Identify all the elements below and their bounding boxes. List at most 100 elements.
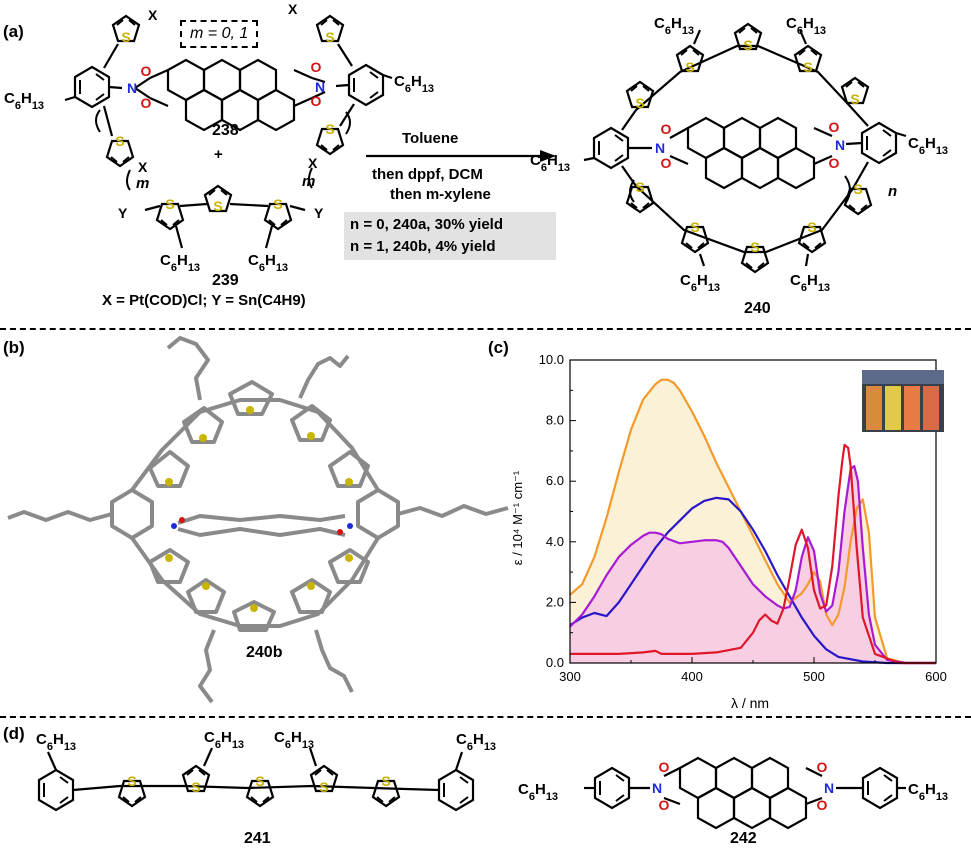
svg-text:O: O [829, 119, 840, 135]
x-tick-label-3: 600 [925, 669, 947, 684]
yield-box: n = 0, 240a, 30% yield n = 1, 240b, 4% y… [344, 212, 556, 260]
structure-239 [144, 184, 306, 249]
svg-text:C6H13: C6H13 [790, 272, 830, 294]
label-242: 242 [730, 830, 757, 847]
y-tick-label-3: 6.0 [546, 473, 564, 488]
series-line-3 [570, 443, 936, 665]
svg-text:N: N [652, 780, 662, 796]
y-tick-label-2: 4.0 [546, 534, 564, 549]
svg-text:S: S [273, 196, 282, 212]
svg-text:X: X [138, 159, 148, 175]
svg-text:S: S [127, 773, 136, 789]
condition-xylene: then m-xylene [390, 186, 491, 203]
svg-text:S: S [807, 219, 816, 235]
svg-text:X: X [288, 1, 298, 17]
svg-text:N: N [655, 140, 665, 156]
svg-text:C6H13: C6H13 [908, 781, 948, 803]
svg-text:S: S [325, 29, 334, 45]
divider-1 [0, 328, 971, 330]
svg-text:S: S [635, 179, 644, 195]
svg-text:S: S [325, 121, 334, 137]
label-240: 240 [744, 300, 771, 317]
svg-text:S: S [685, 59, 694, 75]
svg-text:S: S [853, 181, 862, 197]
yield-240a: n = 0, 240a, 30% yield [350, 216, 504, 233]
condition-dppf: then dppf, DCM [372, 166, 483, 183]
svg-text:C6H13: C6H13 [654, 15, 694, 37]
svg-text:C6H13: C6H13 [160, 252, 200, 274]
svg-text:N: N [315, 79, 325, 95]
svg-text:O: O [817, 759, 828, 775]
series-line-0 [569, 378, 936, 665]
series-line-2 [569, 464, 936, 665]
svg-text:S: S [803, 59, 812, 75]
svg-text:C6H13: C6H13 [204, 729, 244, 751]
svg-text:O: O [659, 797, 670, 813]
svg-text:X: X [308, 155, 318, 171]
svg-text:S: S [213, 198, 222, 214]
svg-text:S: S [750, 239, 759, 255]
structure-241: S S S S S C6H13 C6H13 C6H13 C6H13 [36, 729, 496, 812]
svg-text:O: O [311, 93, 322, 109]
structure-240 [583, 22, 907, 274]
svg-text:C6H13: C6H13 [456, 731, 496, 753]
svg-text:S: S [850, 91, 859, 107]
svg-text:O: O [661, 121, 672, 137]
svg-text:n: n [888, 183, 897, 200]
svg-text:S: S [255, 773, 264, 789]
y-tick-label-1: 2.0 [546, 594, 564, 609]
svg-text:O: O [141, 63, 152, 79]
scheme-a: S S S S S S S S S S S S S S S S S N N O … [4, 1, 948, 294]
svg-text:C6H13: C6H13 [908, 135, 948, 157]
svg-text:m: m [136, 175, 149, 192]
m-n-subscripts: m m n [136, 173, 897, 200]
svg-text:C6H13: C6H13 [4, 90, 44, 112]
svg-text:C6H13: C6H13 [274, 729, 314, 751]
panel-label-b: (b) [3, 338, 25, 357]
svg-text:C6H13: C6H13 [248, 252, 288, 274]
svg-text:O: O [661, 155, 672, 171]
label-238: 238 [212, 122, 239, 139]
x-axis-label: λ / nm [731, 695, 769, 711]
svg-text:O: O [829, 155, 840, 171]
svg-text:Y: Y [314, 205, 324, 221]
vial-photo-inset [862, 370, 944, 432]
hexyl-labels: C6H13 C6H13 C6H13 C6H13 C6H13 C6H13 C6H1… [4, 15, 948, 294]
svg-text:C6H13: C6H13 [530, 152, 570, 174]
x-y-labels: X X X X Y Y [118, 1, 324, 221]
x-tick-label-2: 500 [803, 669, 825, 684]
panel-label-c: (c) [488, 338, 509, 357]
svg-text:S: S [121, 29, 130, 45]
svg-text:O: O [817, 797, 828, 813]
yield-240b: n = 1, 240b, 4% yield [350, 238, 496, 255]
n-o-atoms: N N O O O O N N O O O O [127, 59, 845, 171]
svg-text:S: S [635, 95, 644, 111]
svg-text:S: S [191, 779, 200, 795]
xy-definitions: X = Pt(COD)Cl; Y = Sn(C4H9) [102, 292, 306, 309]
svg-text:m: m [302, 173, 315, 190]
uv-vis-chart: 300 400 500 600 0.0 2.0 4.0 6.0 8.0 10.0 ε / 10⁴ … [510, 352, 947, 711]
panel-label-d: (d) [3, 724, 25, 743]
panel-label-a: (a) [3, 22, 24, 41]
svg-text:O: O [311, 59, 322, 75]
svg-text:N: N [127, 80, 137, 96]
svg-text:S: S [690, 219, 699, 235]
svg-text:O: O [659, 759, 670, 775]
sulfur-atoms: S S S S S S S S S S S S S S S S S [115, 29, 862, 255]
y-axis-label: ε / 10⁴ M⁻¹ cm⁻¹ [510, 470, 525, 565]
structure-238 [64, 14, 393, 191]
x-tick-label-1: 400 [681, 669, 703, 684]
svg-text:C6H13: C6H13 [36, 731, 76, 753]
svg-text:C6H13: C6H13 [394, 73, 434, 95]
svg-text:C6H13: C6H13 [680, 272, 720, 294]
plus-sign: + [214, 146, 223, 163]
y-tick-label-4: 8.0 [546, 413, 564, 428]
label-239: 239 [212, 272, 239, 289]
svg-text:S: S [319, 779, 328, 795]
crystal-structure-240b [7, 336, 509, 704]
label-240b: 240b [246, 644, 283, 661]
svg-text:C6H13: C6H13 [786, 15, 826, 37]
svg-text:Y: Y [118, 205, 128, 221]
m-value-box: m = 0, 1 [180, 20, 259, 48]
svg-text:S: S [743, 37, 752, 53]
